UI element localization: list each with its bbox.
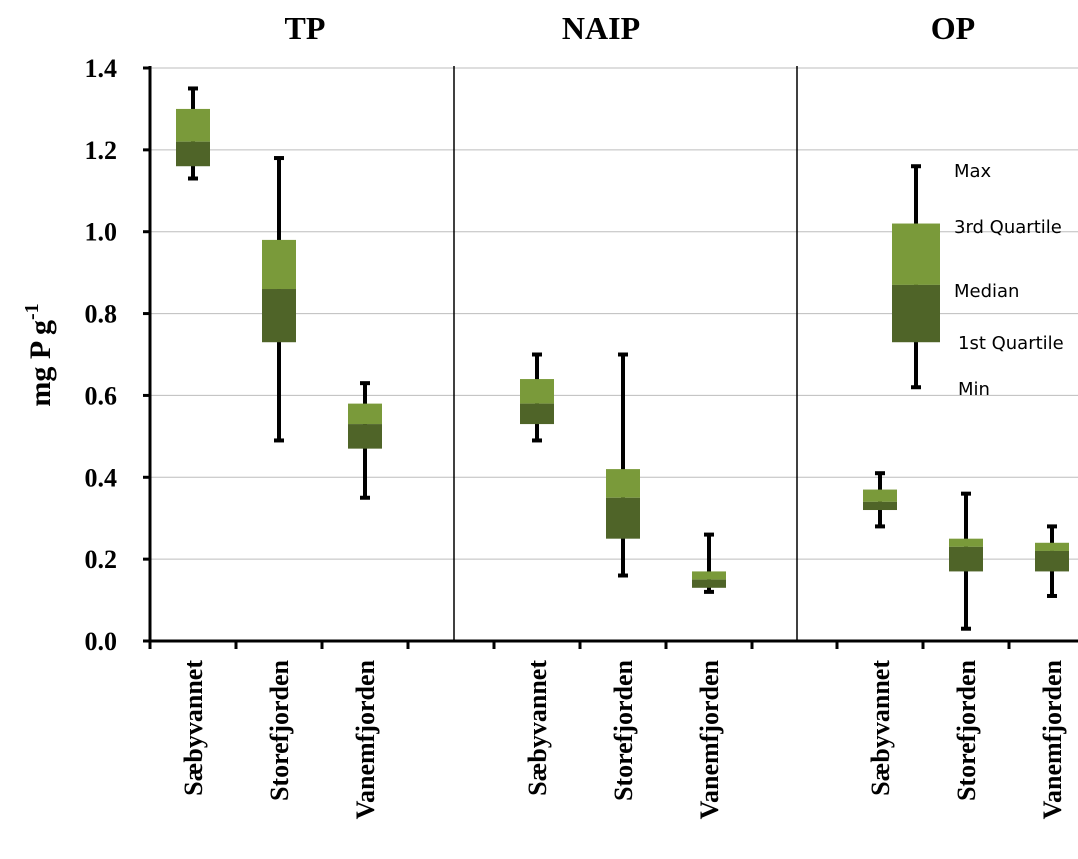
box-upper-quartile xyxy=(692,571,726,580)
legend-label-min: Min xyxy=(958,379,990,400)
panel-title: TP xyxy=(285,10,326,46)
y-tick-label: 1.0 xyxy=(85,218,118,247)
box-lower-quartile xyxy=(949,546,983,572)
box-upper-quartile xyxy=(606,469,640,498)
y-axis-label-sup: -1 xyxy=(21,303,43,320)
legend-label-median: Median xyxy=(954,281,1019,302)
x-tick-label: Storefjorden xyxy=(609,659,638,801)
legend-box-lower xyxy=(892,284,940,343)
panel-titles: TP NAIP OP xyxy=(285,10,976,46)
box-upper-quartile xyxy=(1035,542,1069,551)
box-lower-quartile xyxy=(606,497,640,539)
x-tick-label: Sæbyvannet xyxy=(179,660,208,796)
y-tick-label: 0.4 xyxy=(85,463,118,492)
y-tick-label: 0.0 xyxy=(85,627,118,656)
y-tick-label: 1.2 xyxy=(85,136,118,165)
box-upper-quartile xyxy=(176,108,210,142)
y-tick-label: 1.4 xyxy=(85,54,118,83)
y-tick-label: 0.6 xyxy=(85,381,118,410)
box-upper-quartile xyxy=(863,489,897,502)
box-lower-quartile xyxy=(176,141,210,167)
y-tick-labels: 0.0 0.2 0.4 0.6 0.8 1.0 1.2 1.4 xyxy=(85,54,118,656)
boxes xyxy=(176,86,1069,631)
box-lower-quartile xyxy=(262,289,296,343)
axes xyxy=(143,66,1078,649)
box-lower-quartile xyxy=(863,501,897,511)
panel-dividers xyxy=(453,66,798,641)
legend-label-q1: 1st Quartile xyxy=(958,333,1064,354)
y-tick-label: 0.8 xyxy=(85,300,118,329)
box-lower-quartile xyxy=(348,424,382,449)
x-tick-label: Vanemfjorden xyxy=(695,659,724,819)
y-axis-label-main: mg P g xyxy=(24,320,57,407)
x-tick-label: Vanemfjorden xyxy=(351,659,380,819)
legend-box-upper xyxy=(892,223,940,285)
x-tick-label: Vanemfjorden xyxy=(1038,659,1067,819)
box-upper-quartile xyxy=(262,239,296,290)
box-upper-quartile xyxy=(949,538,983,547)
box-upper-quartile xyxy=(520,379,554,404)
x-tick-label: Sæbyvannet xyxy=(866,660,895,796)
panel-title: OP xyxy=(931,10,975,46)
legend: Max 3rd Quartile Median 1st Quartile Min xyxy=(892,161,1064,400)
x-tick-label: Storefjorden xyxy=(265,659,294,801)
legend-label-q3: 3rd Quartile xyxy=(954,217,1062,238)
y-tick-label: 0.2 xyxy=(85,545,118,574)
x-tick-label: Storefjorden xyxy=(952,659,981,801)
legend-label-max: Max xyxy=(954,161,992,182)
y-axis-label: mg P g-1 xyxy=(21,303,57,406)
box-upper-quartile xyxy=(348,403,382,425)
panel-title: NAIP xyxy=(562,10,640,46)
box-lower-quartile xyxy=(520,403,554,425)
box-lower-quartile xyxy=(1035,550,1069,572)
x-tick-labels: Sæbyvannet Storefjorden Vanemfjorden Sæbyva… xyxy=(179,659,1067,819)
x-tick-label: Sæbyvannet xyxy=(523,660,552,796)
gridlines xyxy=(150,67,1078,560)
box-lower-quartile xyxy=(692,579,726,588)
